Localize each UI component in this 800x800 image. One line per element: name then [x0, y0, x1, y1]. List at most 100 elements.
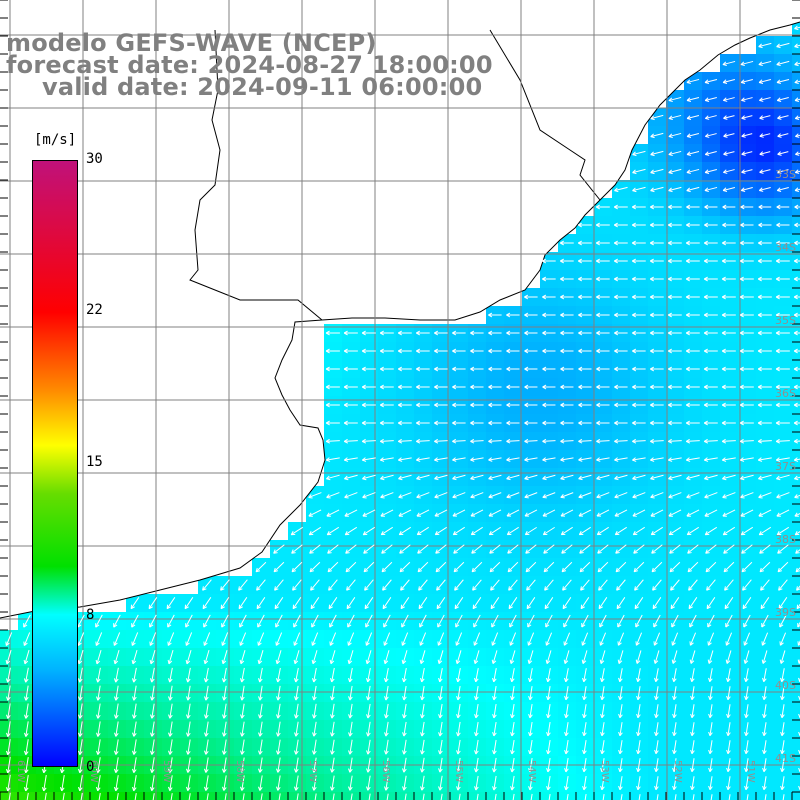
wind-arrow [742, 579, 752, 591]
wind-arrow [632, 150, 646, 157]
wind-arrow [221, 614, 229, 628]
wind-arrow [775, 258, 790, 264]
wind-arrow [149, 757, 155, 773]
wind-arrow [325, 348, 340, 354]
wind-arrow [454, 579, 464, 591]
wind-arrow [632, 204, 646, 210]
wind-arrow [758, 42, 772, 49]
wind-speed-cell [630, 792, 649, 800]
wind-arrow [416, 526, 429, 536]
wind-arrow [470, 366, 484, 372]
wind-arrow [631, 222, 646, 228]
wind-arrow [6, 685, 11, 701]
wind-arrow [256, 579, 266, 591]
wind-arrow [668, 348, 682, 354]
wind-arrow [578, 348, 592, 354]
wind-arrow [311, 614, 319, 628]
wind-arrow [506, 330, 520, 336]
wind-arrow [704, 97, 717, 102]
wind-arrow [739, 420, 754, 426]
lat-label: 37S [775, 460, 796, 473]
wind-arrow [740, 204, 754, 210]
wind-speed-cell [216, 792, 235, 800]
wind-arrow [455, 668, 461, 683]
wind-arrow [758, 222, 772, 228]
wind-arrow [202, 597, 212, 610]
wind-arrow [599, 632, 607, 646]
wind-arrow [560, 312, 574, 318]
wind-arrow [113, 739, 119, 755]
wind-arrow [560, 276, 574, 282]
wind-arrow [650, 294, 664, 300]
wind-arrow [634, 597, 644, 610]
wind-arrow [578, 457, 592, 462]
wind-arrow [723, 561, 735, 573]
wind-arrow [344, 526, 358, 536]
wind-arrow [343, 420, 358, 426]
wind-arrow [290, 526, 304, 536]
wind-arrow [361, 366, 376, 372]
wind-arrow [596, 312, 610, 318]
wind-arrow [780, 704, 785, 719]
wind-arrow [506, 420, 520, 426]
wind-arrow [708, 740, 713, 755]
wind-arrow [417, 544, 429, 554]
wind-arrow [650, 474, 664, 481]
wind-arrow [793, 438, 800, 444]
wind-arrow [633, 544, 645, 554]
wind-arrow [652, 579, 662, 591]
wind-arrow [5, 632, 13, 646]
wind-arrow [330, 757, 335, 773]
wind-arrow [113, 649, 120, 665]
wind-arrow [275, 775, 281, 791]
wind-arrow [528, 739, 533, 755]
wind-speed-cell [0, 792, 19, 800]
wind-arrow [614, 312, 628, 318]
wind-arrow [470, 348, 484, 354]
wind-arrow [381, 544, 393, 554]
wind-arrow [474, 757, 479, 773]
wind-arrow [614, 186, 628, 193]
wind-speed-cell [594, 792, 613, 800]
wind-arrow [546, 757, 551, 773]
wind-arrow [204, 685, 209, 701]
wind-arrow [614, 348, 628, 354]
wind-arrow [5, 721, 11, 737]
wind-arrow [726, 758, 731, 773]
wind-arrow [726, 704, 731, 719]
wind-arrow [721, 312, 736, 318]
wind-arrow [362, 509, 376, 517]
wind-arrow [723, 169, 735, 174]
wind-arrow [740, 509, 754, 517]
wind-arrow [560, 366, 574, 372]
wind-arrow [379, 438, 394, 444]
wind-arrow [614, 492, 628, 499]
wind-arrow [703, 330, 718, 336]
wind-arrow [542, 330, 556, 336]
wind-arrow [488, 526, 501, 536]
map-title-model: modelo GEFS-WAVE (NCEP) [6, 29, 377, 57]
wind-arrow [742, 597, 752, 610]
wind-arrow [618, 776, 623, 791]
lat-label: 35S [775, 314, 796, 327]
wind-arrow [257, 775, 263, 791]
wind-arrow [739, 402, 754, 408]
wind-arrow [510, 757, 515, 773]
wind-arrow [793, 366, 800, 372]
wind-arrow [361, 457, 376, 462]
wind-arrow [170, 793, 173, 800]
wind-arrow [542, 438, 556, 444]
wind-arrow [314, 793, 317, 800]
wind-arrow [726, 668, 731, 683]
wind-arrow [416, 420, 430, 426]
wind-arrow [581, 650, 588, 664]
wind-arrow [546, 722, 551, 737]
wind-arrow [775, 402, 790, 408]
wind-arrow [364, 597, 374, 610]
wind-arrow [761, 632, 769, 646]
wind-arrow [381, 561, 393, 573]
wind-arrow [794, 204, 800, 210]
wind-arrow [793, 348, 800, 354]
wind-arrow [615, 561, 627, 573]
wind-arrow [704, 492, 718, 499]
